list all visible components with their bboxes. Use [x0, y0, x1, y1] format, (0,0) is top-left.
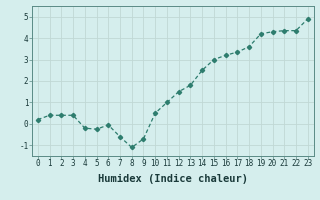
X-axis label: Humidex (Indice chaleur): Humidex (Indice chaleur): [98, 174, 248, 184]
